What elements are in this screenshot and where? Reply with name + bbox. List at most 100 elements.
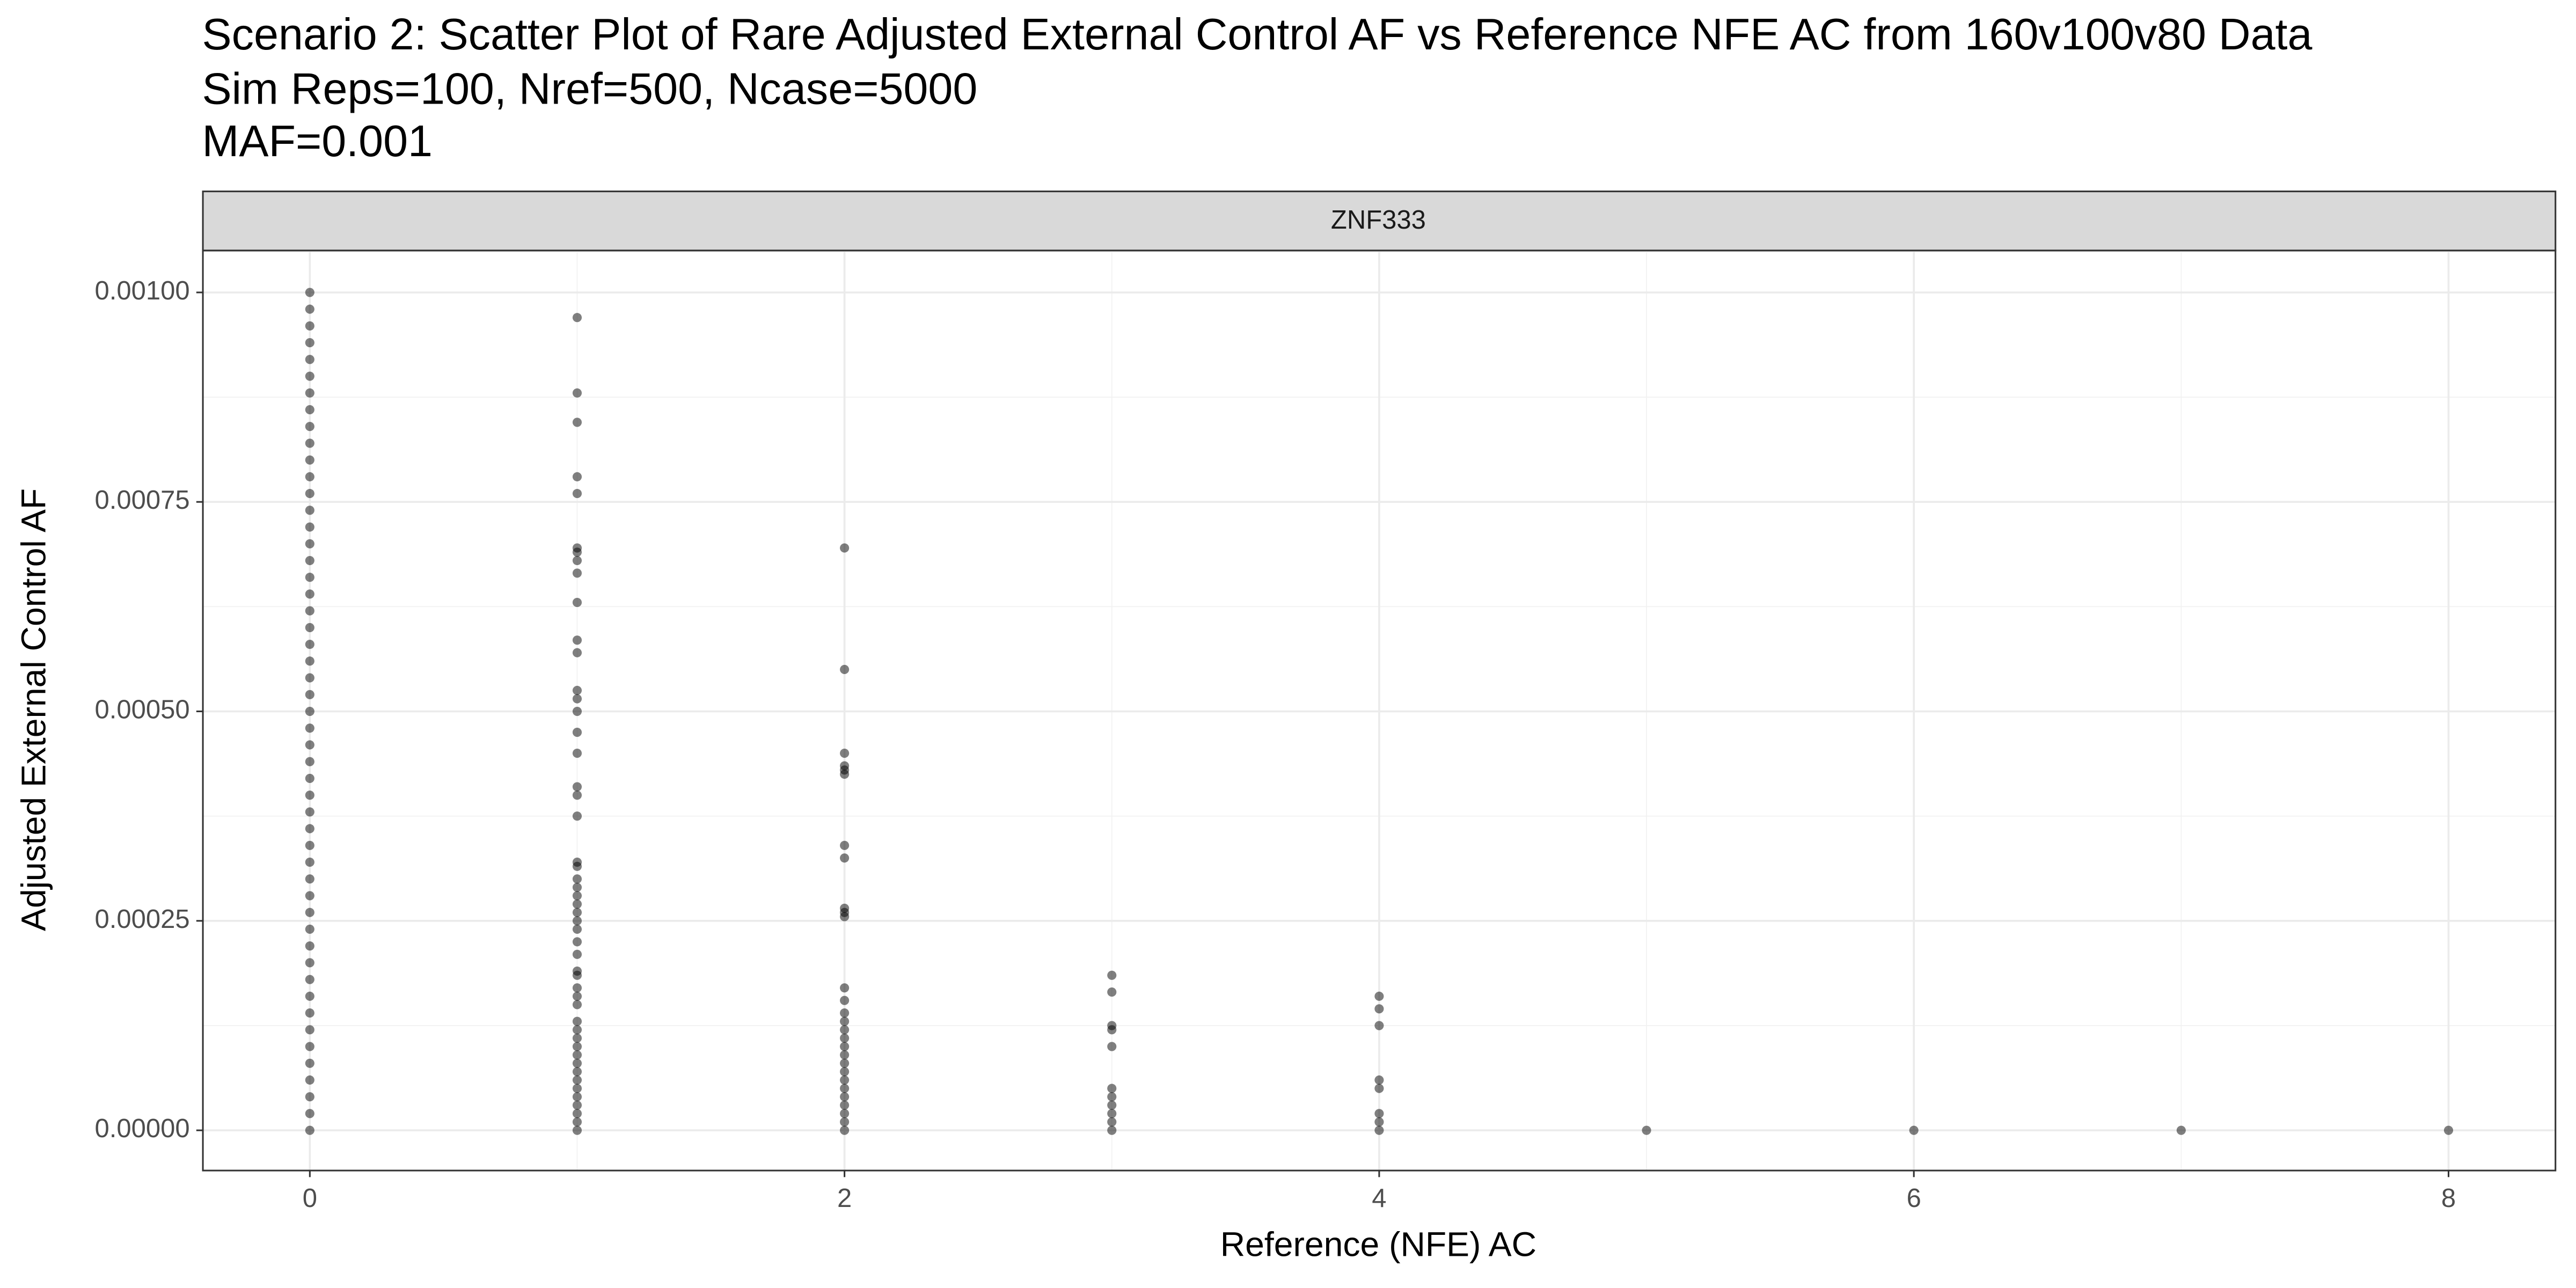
point bbox=[305, 338, 314, 348]
point bbox=[305, 891, 314, 901]
point bbox=[572, 782, 582, 792]
point bbox=[305, 506, 314, 515]
point bbox=[840, 749, 850, 758]
point bbox=[1374, 1084, 1384, 1093]
point bbox=[305, 757, 314, 766]
point bbox=[572, 472, 582, 481]
point bbox=[1107, 1117, 1117, 1127]
point bbox=[305, 388, 314, 398]
point bbox=[572, 1042, 582, 1051]
point bbox=[305, 589, 314, 599]
point bbox=[572, 916, 582, 926]
point bbox=[1107, 1125, 1117, 1135]
point bbox=[840, 1075, 850, 1085]
y-tick-label: 0.00000 bbox=[95, 1114, 190, 1143]
point bbox=[572, 861, 582, 871]
point bbox=[305, 1075, 314, 1085]
point bbox=[572, 991, 582, 1001]
y-axis-title: Adjusted External Control AF bbox=[14, 488, 53, 931]
x-tick-label: 6 bbox=[1907, 1184, 1921, 1213]
point bbox=[305, 824, 314, 833]
y-tick-label: 0.00075 bbox=[95, 486, 190, 515]
point bbox=[305, 941, 314, 951]
x-axis-title: Reference (NFE) AC bbox=[1220, 1225, 1536, 1263]
point bbox=[305, 489, 314, 499]
point bbox=[572, 418, 582, 427]
y-tick-label: 0.00050 bbox=[95, 695, 190, 724]
point bbox=[1107, 1025, 1117, 1035]
point bbox=[572, 1084, 582, 1093]
point bbox=[572, 1025, 582, 1035]
point bbox=[572, 983, 582, 993]
x-tick-label: 4 bbox=[1372, 1184, 1386, 1213]
point bbox=[840, 770, 850, 779]
point bbox=[305, 288, 314, 297]
point bbox=[1642, 1125, 1651, 1135]
point bbox=[572, 555, 582, 566]
point bbox=[305, 840, 314, 850]
point bbox=[305, 640, 314, 649]
point bbox=[1374, 1075, 1384, 1085]
point bbox=[840, 853, 850, 863]
point bbox=[305, 807, 314, 817]
point bbox=[572, 685, 582, 696]
point bbox=[572, 1109, 582, 1118]
point bbox=[1107, 1109, 1117, 1118]
point bbox=[305, 405, 314, 415]
point bbox=[572, 313, 582, 323]
point bbox=[305, 472, 314, 481]
point bbox=[572, 728, 582, 737]
point bbox=[305, 991, 314, 1001]
chart-subtitle: Sim Reps=100, Nref=500, Ncase=5000 bbox=[202, 63, 978, 113]
point bbox=[305, 874, 314, 884]
x-tick-label: 8 bbox=[2441, 1184, 2456, 1213]
point bbox=[1107, 970, 1117, 980]
point bbox=[572, 749, 582, 758]
point bbox=[840, 1067, 850, 1077]
point bbox=[305, 1008, 314, 1018]
point bbox=[305, 623, 314, 632]
point bbox=[840, 664, 850, 675]
point bbox=[840, 1008, 850, 1018]
point bbox=[305, 455, 314, 465]
point bbox=[305, 773, 314, 784]
point bbox=[305, 522, 314, 532]
point bbox=[840, 1050, 850, 1060]
point bbox=[305, 1092, 314, 1102]
y-tick-label: 0.00100 bbox=[95, 276, 190, 305]
point bbox=[572, 648, 582, 657]
point bbox=[1374, 1117, 1384, 1127]
point bbox=[305, 1058, 314, 1068]
point bbox=[305, 606, 314, 616]
point bbox=[305, 555, 314, 566]
point bbox=[572, 1067, 582, 1077]
point bbox=[305, 1025, 314, 1035]
point bbox=[840, 1016, 850, 1026]
point bbox=[572, 811, 582, 821]
point bbox=[572, 924, 582, 934]
point bbox=[305, 304, 314, 314]
point bbox=[2176, 1125, 2186, 1135]
point bbox=[1909, 1125, 1919, 1135]
point bbox=[305, 924, 314, 934]
point bbox=[572, 694, 582, 704]
point bbox=[305, 857, 314, 867]
point bbox=[2443, 1125, 2454, 1135]
point bbox=[1107, 1042, 1117, 1051]
panel-border bbox=[202, 250, 2557, 1172]
point bbox=[840, 840, 850, 850]
point bbox=[305, 539, 314, 548]
point bbox=[305, 1125, 314, 1135]
point bbox=[840, 1100, 850, 1110]
point bbox=[572, 1100, 582, 1110]
y-tick-label: 0.00025 bbox=[95, 905, 190, 934]
point bbox=[1107, 987, 1117, 997]
point bbox=[1107, 1100, 1117, 1110]
point bbox=[305, 355, 314, 364]
point bbox=[572, 970, 582, 980]
point bbox=[572, 547, 582, 557]
point bbox=[305, 723, 314, 733]
point bbox=[572, 899, 582, 909]
